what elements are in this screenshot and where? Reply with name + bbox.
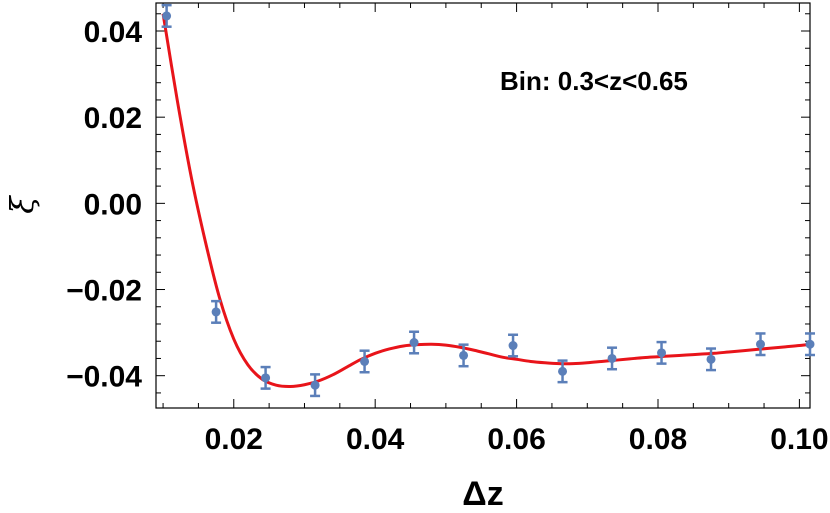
- data-point: [607, 346, 618, 371]
- data-point: [359, 349, 370, 374]
- data-point: [310, 373, 321, 398]
- point-marker: [211, 307, 221, 317]
- data-point: [458, 343, 469, 368]
- x-tick-label: 0.10: [770, 423, 828, 456]
- data-point: [557, 359, 568, 384]
- point-marker: [756, 339, 766, 349]
- data-point: [161, 3, 172, 28]
- y-tick-label: 0.00: [84, 188, 142, 221]
- x-tick-label: 0.02: [205, 423, 263, 456]
- data-points: [161, 3, 815, 398]
- data-point: [755, 332, 766, 357]
- data-point: [211, 299, 222, 324]
- annotation-label: Bin: 0.3<z<0.65: [500, 66, 688, 96]
- point-marker: [360, 356, 370, 366]
- point-marker: [607, 353, 617, 363]
- data-point: [409, 330, 420, 355]
- x-axis-title: Δz: [462, 475, 503, 513]
- y-axis-title: ξ: [3, 195, 41, 214]
- point-marker: [310, 380, 320, 390]
- data-point: [706, 347, 717, 372]
- x-tick-label: 0.04: [346, 423, 405, 456]
- data-point: [656, 340, 667, 365]
- point-marker: [508, 341, 518, 351]
- point-marker: [558, 366, 568, 376]
- plot-frame: [155, 2, 811, 409]
- data-point: [260, 365, 271, 390]
- point-marker: [409, 338, 419, 348]
- point-marker: [261, 373, 271, 383]
- x-tick-label: 0.08: [629, 423, 687, 456]
- x-tick-labels: 0.02 0.04 0.06 0.08 0.10: [205, 423, 829, 456]
- y-tick-labels: 0.04 0.02 0.00 −0.02 −0.04: [66, 16, 142, 394]
- point-marker: [706, 354, 716, 364]
- y-tick-label: 0.02: [84, 102, 142, 135]
- point-marker: [162, 11, 172, 21]
- y-tick-label: 0.04: [84, 16, 143, 49]
- x-tick-label: 0.06: [487, 423, 545, 456]
- point-marker: [657, 348, 667, 358]
- data-point: [805, 332, 815, 357]
- y-tick-label: −0.04: [66, 361, 142, 394]
- y-tick-label: −0.02: [66, 275, 142, 308]
- point-marker: [459, 350, 469, 360]
- fit-curve: [161, 13, 811, 388]
- data-point: [508, 333, 519, 358]
- point-marker: [805, 339, 815, 349]
- tick-marks: [156, 3, 810, 408]
